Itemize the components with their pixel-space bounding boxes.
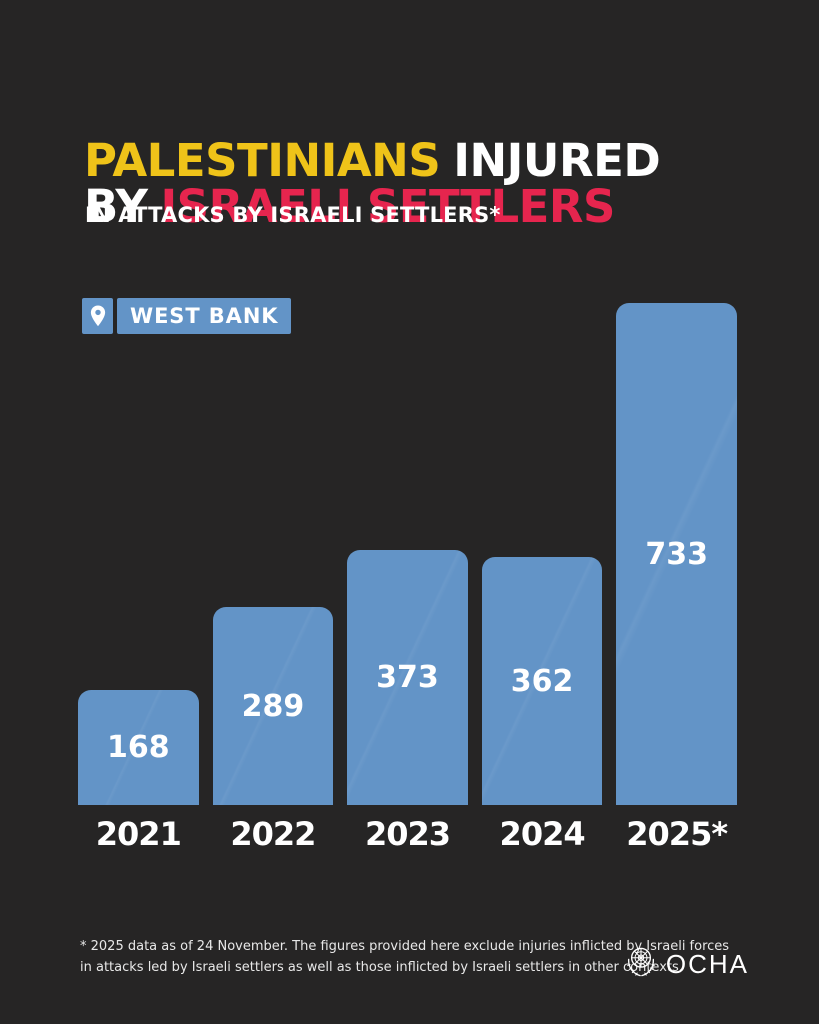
bar-2021: 168 bbox=[78, 690, 199, 805]
bar-2023: 373 bbox=[347, 550, 468, 805]
title-line-1: PALESTINIANS INJURED bbox=[84, 134, 661, 188]
location-pin-icon bbox=[82, 298, 113, 334]
x-axis-label: 2021 bbox=[95, 815, 182, 853]
bar-chart: 168 289 373 362 733 2021 2022 2023 2024 2025* bbox=[78, 303, 737, 851]
page-subtitle: IN ATTACKS BY ISRAELI SETTLERS* bbox=[85, 203, 501, 227]
bar-2022: 289 bbox=[212, 607, 334, 805]
bar-value-label: 289 bbox=[241, 688, 305, 724]
page-title: PALESTINIANS INJURED BY ISRAELI SETTLERS bbox=[84, 134, 661, 230]
x-axis-label: 2022 bbox=[230, 815, 316, 853]
title-highlight-yellow: PALESTINIANS bbox=[84, 134, 441, 188]
ocha-logo-text: OCHA bbox=[665, 949, 749, 979]
bar-2024: 362 bbox=[481, 557, 603, 805]
bar-2025: 733 bbox=[616, 303, 737, 805]
footnote-line-1: * 2025 data as of 24 November. The figur… bbox=[80, 939, 730, 954]
x-axis-label: 2024 bbox=[499, 815, 586, 853]
bar-value-label: 733 bbox=[645, 536, 708, 572]
x-axis-label: 2023 bbox=[364, 815, 451, 853]
bar-value-label: 373 bbox=[376, 660, 439, 695]
bar-group: 168 289 373 362 733 bbox=[78, 303, 737, 805]
title-highlight-red: ISRAELI SETTLERS bbox=[160, 180, 615, 234]
x-axis-label: 2025* bbox=[626, 815, 728, 853]
footnote: * 2025 data as of 24 November. The figur… bbox=[80, 936, 729, 978]
bar-value-label: 168 bbox=[106, 730, 170, 765]
x-axis-labels: 2021 2022 2023 2024 2025* bbox=[78, 817, 737, 851]
bar-value-label: 362 bbox=[510, 663, 574, 699]
un-emblem-icon bbox=[624, 944, 658, 984]
location-badge: WEST BANK bbox=[82, 298, 292, 334]
title-prefix: BY bbox=[84, 180, 148, 234]
ocha-logo: OCHA bbox=[624, 944, 749, 984]
footnote-line-2: in attacks led by Israeli settlers as we… bbox=[80, 960, 683, 975]
title-line-2: BY ISRAELI SETTLERS bbox=[84, 184, 660, 230]
title-rest: INJURED bbox=[453, 134, 661, 188]
location-badge-label: WEST BANK bbox=[117, 298, 292, 334]
